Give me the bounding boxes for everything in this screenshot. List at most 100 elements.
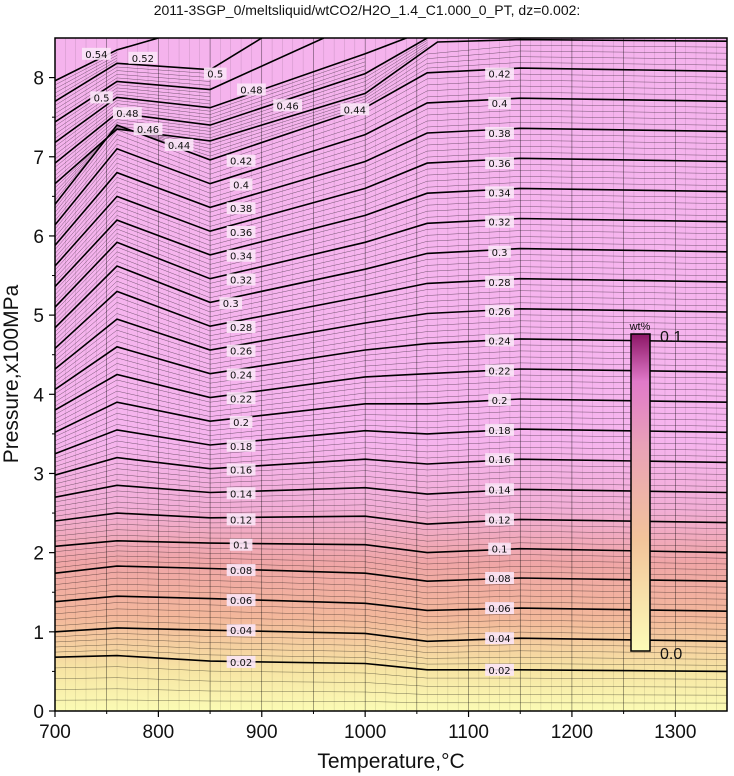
contour-line <box>55 247 727 329</box>
contour-label: 0.32 <box>488 218 510 229</box>
contour-label-box <box>488 96 511 109</box>
fine-contour-line <box>55 104 727 230</box>
contour-line <box>55 627 727 643</box>
contour-label: 0.32 <box>230 275 252 286</box>
fine-contour-line <box>55 451 727 471</box>
fine-contour-line <box>55 699 727 704</box>
fine-contour-line <box>55 621 727 636</box>
contour-label-box <box>226 368 256 381</box>
colorbar: wt% 0.1 0.0 <box>629 321 683 663</box>
contour-line <box>55 368 727 411</box>
contour-label: 0.02 <box>230 658 252 669</box>
x-tick-label: 1000 <box>344 722 386 743</box>
fine-contour-line <box>55 380 727 420</box>
contour-label: 0.36 <box>488 159 510 170</box>
y-tick-label: 2 <box>33 544 44 565</box>
contour-label: 0.08 <box>488 574 510 585</box>
fine-contour-line <box>55 446 727 467</box>
contour-label: 0.04 <box>488 634 510 645</box>
fine-contour-line <box>55 74 211 114</box>
fine-contour-line <box>55 176 727 279</box>
x-axis-ticks: 700 800 900 1000 1100 1200 1300 <box>39 711 696 743</box>
contour-label: 0.38 <box>488 129 510 140</box>
contour-line <box>55 456 727 476</box>
contour-line <box>55 38 727 185</box>
chart-title: 2011-3SGP_0/meltsliquid/wtCO2/H2O_1.4_C1… <box>154 2 581 18</box>
fine-contour-line <box>55 434 727 459</box>
contour-line <box>55 217 727 308</box>
contour-label: 0.48 <box>116 109 138 120</box>
fine-contour-line <box>55 272 727 345</box>
fine-contour-line <box>55 490 727 503</box>
fine-contour-line <box>55 688 727 696</box>
fine-contour-line <box>55 60 118 98</box>
plot-frame <box>54 37 728 712</box>
contour-label-box <box>485 423 514 436</box>
contour-label: 0.1 <box>233 541 249 552</box>
fine-contour-line <box>55 77 211 118</box>
contour-label: 0.46 <box>276 101 298 112</box>
contour-label-box <box>485 663 514 676</box>
contour-label-box <box>485 67 514 80</box>
contour-label: 0.1 <box>492 545 508 556</box>
colorbar-max-label: 0.1 <box>660 329 682 346</box>
contour-label: 0.2 <box>492 396 508 407</box>
contour-label-box <box>226 273 256 286</box>
fine-contour-line <box>55 70 211 110</box>
fine-contour-line <box>55 164 727 271</box>
fine-contour-line <box>55 584 727 600</box>
contour-label-box <box>226 594 256 607</box>
fine-contour-line <box>55 116 727 238</box>
fine-contour-line <box>55 66 211 106</box>
fine-contour-line <box>55 266 727 341</box>
contour-label-box <box>485 215 514 228</box>
contour-label: 0.18 <box>230 442 252 453</box>
contour-label: 0.28 <box>230 323 252 334</box>
contour-label: 0.3 <box>223 299 239 310</box>
contour-label-box <box>133 123 163 136</box>
contour-label: 0.08 <box>230 566 252 577</box>
fine-contour-line <box>55 571 727 588</box>
contour-label: 0.44 <box>344 105 366 116</box>
fine-contour-line <box>55 479 727 493</box>
y-axis-label: Pressure,x100MPa <box>0 284 23 463</box>
fine-contour-line <box>55 332 727 386</box>
fine-contour-line <box>55 65 366 156</box>
contour-line <box>55 157 727 267</box>
contour-label-box <box>340 103 370 116</box>
contour-label: 0.34 <box>488 188 510 199</box>
contour-line <box>55 277 727 349</box>
contour-line <box>55 565 727 583</box>
contour-lines <box>55 38 727 673</box>
fine-contour-line <box>55 474 727 489</box>
fine-contour-line <box>55 392 727 429</box>
x-tick-label: 1300 <box>654 722 696 743</box>
contour-label-box <box>226 564 256 577</box>
fine-contour-line <box>55 122 727 242</box>
fine-contour-line <box>55 555 727 570</box>
fine-contour-line <box>55 404 727 437</box>
fine-contour-line <box>55 302 727 365</box>
contour-line <box>55 654 727 673</box>
contour-label-box <box>485 364 514 377</box>
fine-contour-line <box>55 134 727 250</box>
contour-label-box <box>90 91 113 104</box>
fine-contour-line <box>55 152 727 263</box>
contour-label-box <box>488 245 511 258</box>
fine-contour-line <box>55 110 727 234</box>
contour-label-box <box>485 632 514 645</box>
contour-label: 0.24 <box>488 336 510 347</box>
contour-label: 0.52 <box>132 54 154 65</box>
contour-label-box <box>485 602 514 615</box>
fine-contour-line <box>55 615 727 630</box>
contour-line <box>55 187 727 288</box>
fine-contour-lines <box>55 40 727 704</box>
contour-label-box <box>485 483 514 496</box>
contour-label: 0.12 <box>230 515 252 526</box>
contour-label-box <box>488 393 511 406</box>
contour-label: 0.42 <box>230 157 252 168</box>
contour-label: 0.34 <box>230 252 252 263</box>
contour-label-box <box>488 542 511 555</box>
contour-label-box <box>229 538 253 551</box>
fine-contour-line <box>55 224 727 312</box>
